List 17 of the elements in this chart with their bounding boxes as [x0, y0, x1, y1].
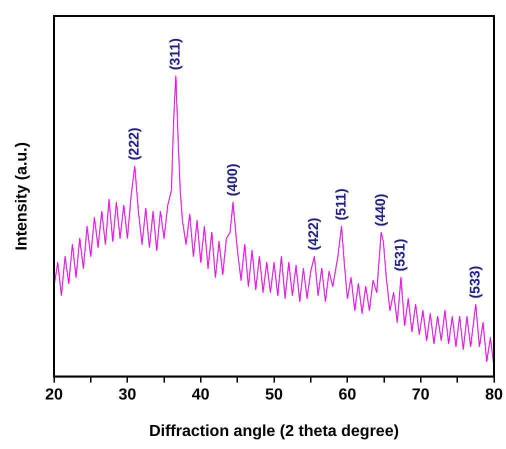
x-tick-label: 50	[265, 386, 283, 404]
x-tick-label: 70	[412, 386, 430, 404]
annotation: (511)	[332, 188, 348, 220]
x-tick-label: 60	[338, 386, 356, 404]
x-axis-title: Diffraction angle (2 theta degree)	[149, 422, 399, 440]
annotation: (531)	[392, 238, 408, 272]
annotation: (222)	[126, 128, 142, 160]
annotation: (400)	[224, 164, 240, 196]
annotation: (440)	[372, 194, 388, 226]
x-tick-label: 80	[485, 386, 503, 404]
x-tick-label: 20	[45, 386, 63, 404]
x-tick-label: 40	[192, 386, 210, 404]
annotation: (422)	[305, 218, 322, 250]
x-tick-label: 30	[118, 386, 136, 404]
y-axis-title: Intensity (a.u.)	[13, 142, 30, 251]
annotation: (311)	[166, 38, 183, 70]
annotation: (533)	[466, 266, 483, 298]
